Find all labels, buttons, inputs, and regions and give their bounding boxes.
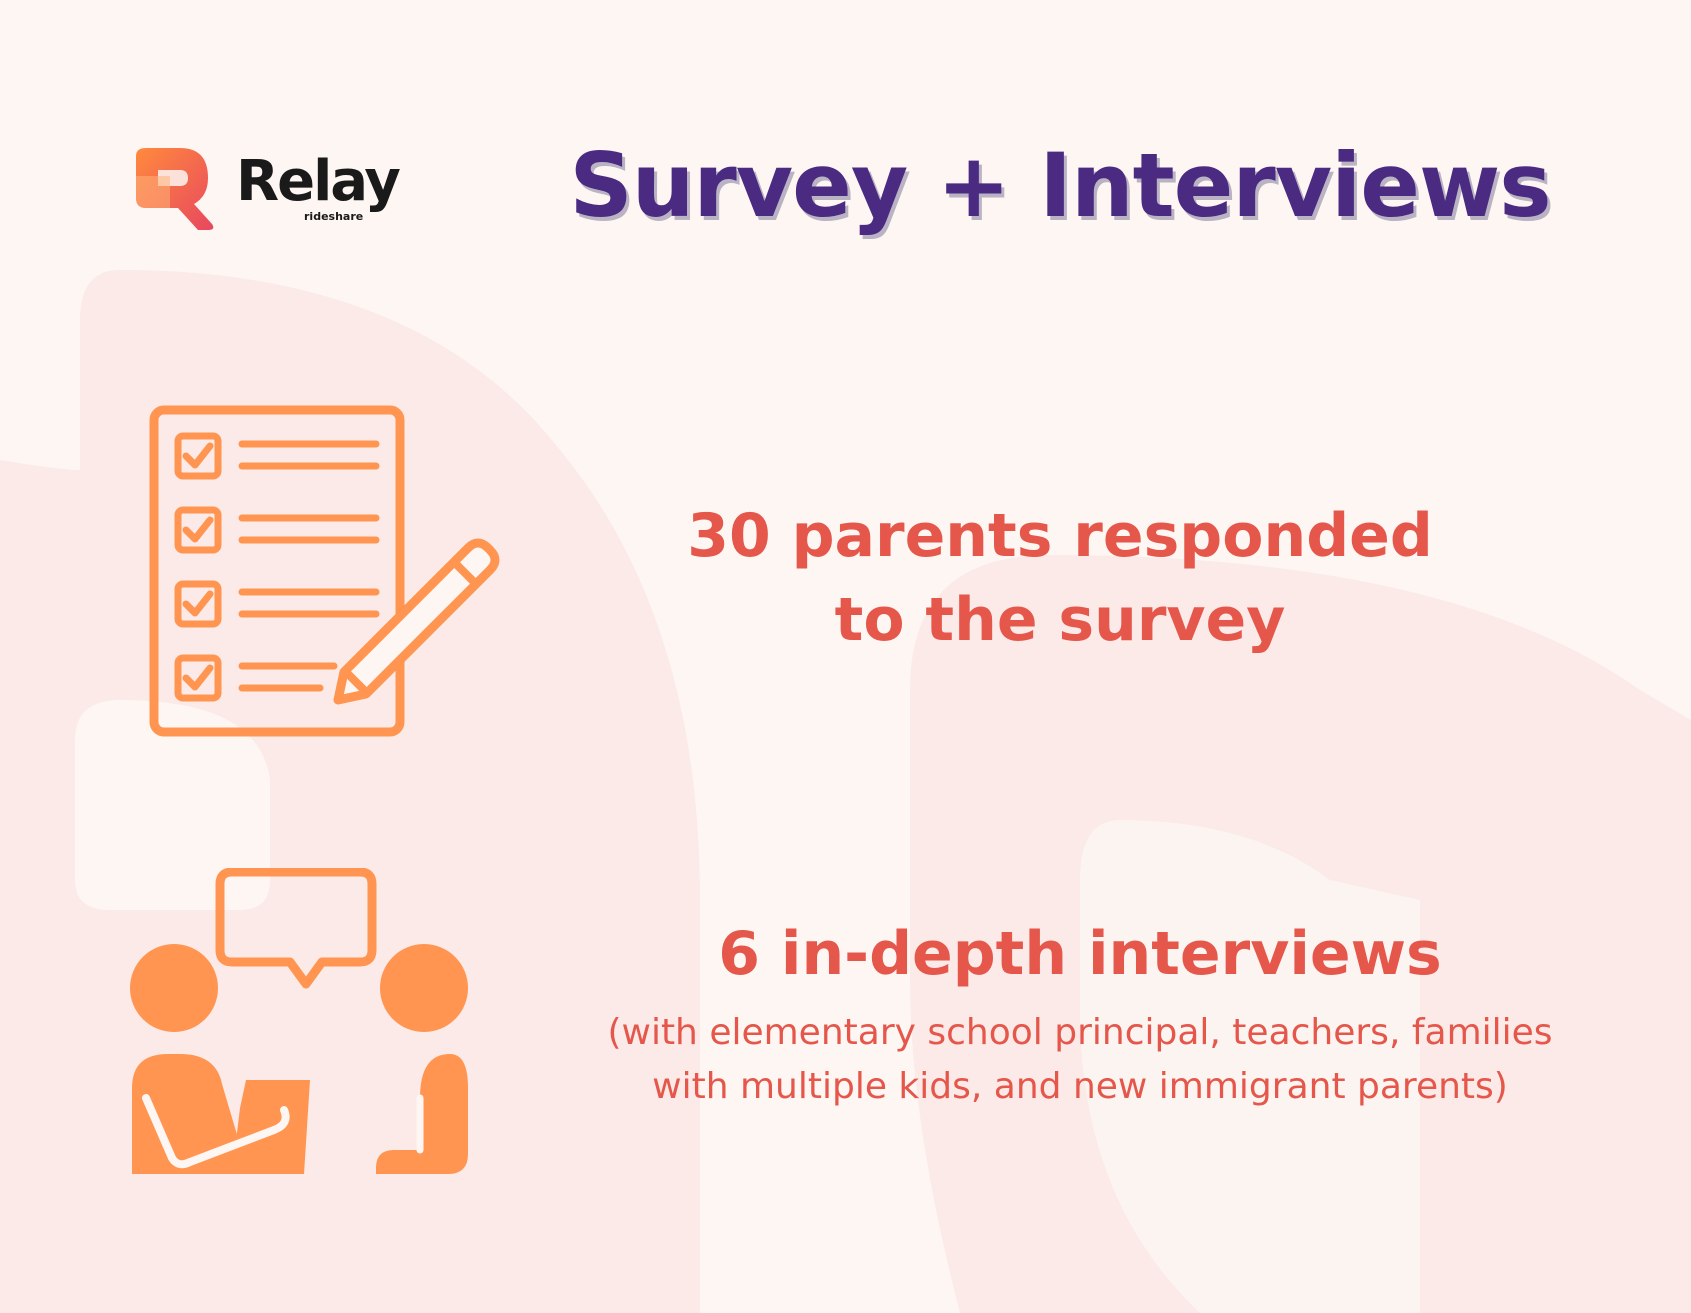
survey-stat: 30 parents responded to the survey [640, 494, 1480, 662]
checklist-pencil-icon [149, 405, 500, 737]
two-people-conversation-icon [130, 868, 468, 1174]
survey-stat-line1: 30 parents responded [687, 501, 1433, 571]
interview-detail-line2: with multiple kids, and new immigrant pa… [652, 1066, 1508, 1107]
interview-stat: 6 in-depth interviews [718, 919, 1442, 989]
page-title: Survey + Interviews [569, 134, 1551, 237]
logo-tagline: rideshare [304, 210, 364, 223]
relay-logo[interactable]: Relay rideshare [128, 142, 408, 238]
interview-detail: (with elementary school principal, teach… [560, 1006, 1600, 1114]
relay-logo-icon [136, 148, 214, 230]
interview-detail-line1: (with elementary school principal, teach… [607, 1012, 1553, 1053]
logo-wordmark: Relay [236, 149, 401, 214]
survey-stat-line2: to the survey [834, 585, 1286, 655]
